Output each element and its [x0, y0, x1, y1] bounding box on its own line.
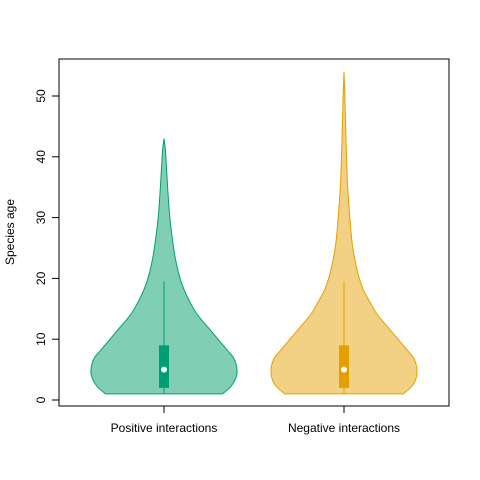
violin-body	[270, 71, 418, 395]
y-tick-label: 0	[34, 396, 48, 403]
y-tick-label: 40	[34, 150, 48, 164]
violin-box	[339, 345, 349, 388]
x-axis: Positive interactions Negative interactio…	[111, 405, 400, 435]
x-tick-label: Negative interactions	[288, 421, 400, 435]
y-tick-label: 50	[34, 89, 48, 103]
violins-layer	[90, 71, 418, 395]
x-tick-label: Positive interactions	[111, 421, 218, 435]
y-tick-label: 10	[34, 332, 48, 346]
y-axis-label: Species age	[3, 199, 17, 265]
y-tick-label: 30	[34, 211, 48, 225]
violin-positive	[90, 138, 238, 395]
y-axis: 0 10 20 30 40 50	[34, 89, 60, 403]
violin-negative	[270, 71, 418, 395]
y-tick-label: 20	[34, 271, 48, 285]
median-point	[341, 366, 347, 373]
violin-box	[159, 345, 169, 388]
median-point	[161, 366, 167, 373]
violin-body	[90, 138, 238, 395]
